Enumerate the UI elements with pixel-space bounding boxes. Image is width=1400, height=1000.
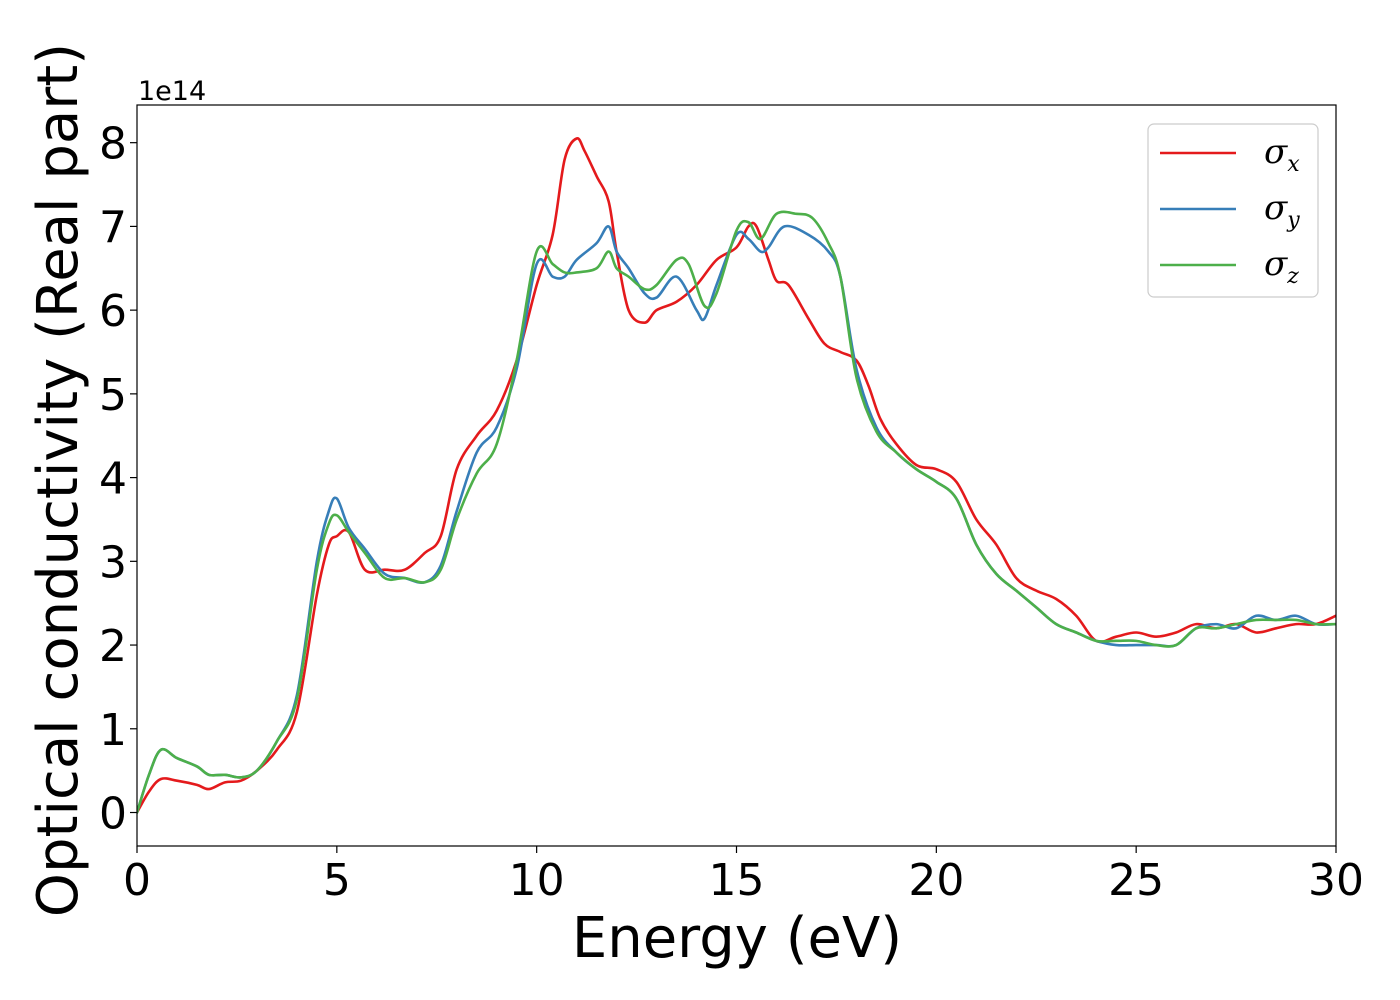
- legend-frame: [1147, 123, 1319, 298]
- x-axis-title: Energy (eV): [572, 906, 902, 971]
- x-tick-label: 25: [1108, 855, 1164, 906]
- legend: σx σy σz: [1147, 123, 1319, 298]
- y-tick-label: 1: [99, 705, 127, 756]
- legend-label-z: σz: [1264, 244, 1299, 289]
- x-tick-label: 5: [323, 855, 351, 906]
- y-tick-label: 0: [99, 789, 127, 840]
- series-group: [137, 137, 1336, 814]
- x-tick-label: 0: [123, 855, 151, 906]
- x-tick-label: 20: [908, 855, 964, 906]
- y-tick-label: 3: [99, 537, 127, 588]
- legend-label-x: σx: [1264, 132, 1300, 177]
- y-tick-label: 4: [99, 454, 127, 505]
- x-tick-label: 15: [709, 855, 765, 906]
- axes-group: 0 5 10 15 20 25 30 0 1 2 3 4 5 6 7 8: [99, 104, 1364, 906]
- y-tick-label: 8: [99, 119, 127, 170]
- y-tick-label: 2: [99, 621, 127, 672]
- y-offset-label: 1e14: [138, 76, 206, 107]
- y-tick-label: 7: [99, 202, 127, 253]
- series-line-z: [137, 210, 1336, 814]
- legend-label-y: σy: [1264, 188, 1300, 233]
- y-axis-title: Optical conductivity (Real part): [26, 43, 91, 917]
- y-tick-label: 5: [99, 370, 127, 421]
- x-tick-label: 10: [509, 855, 565, 906]
- x-tick-label: 30: [1308, 855, 1364, 906]
- y-tick-label: 6: [99, 286, 127, 337]
